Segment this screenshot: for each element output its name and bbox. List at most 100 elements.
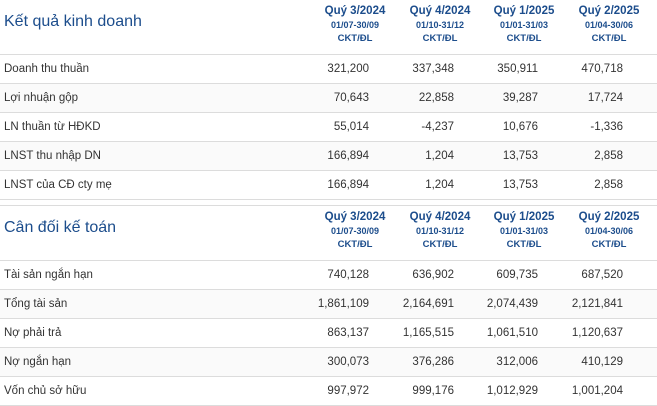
column-header-q3[interactable]: Quý 1/2025 01/01-31/03 CKT/ĐL <box>481 4 567 46</box>
cell-value: 470,718 <box>581 63 623 75</box>
cell-value: 1,204 <box>425 150 454 162</box>
table-row: LN thuần từ HĐKD 55,014 -4,237 10,676 -1… <box>0 113 657 142</box>
balance-sheet-rows: Tài sản ngắn hạn 740,128 636,902 609,735… <box>0 261 657 406</box>
income-statement-title[interactable]: Kết quả kinh doanh <box>4 13 142 30</box>
audit-unit: CKT/ĐL <box>591 239 627 250</box>
quarter-label: Quý 1/2025 <box>493 5 555 17</box>
table-row: Tài sản ngắn hạn 740,128 636,902 609,735… <box>0 261 657 290</box>
table-row: Nợ ngắn hạn 300,073 376,286 312,006 410,… <box>0 348 657 377</box>
quarter-label: Quý 2/2025 <box>578 5 640 17</box>
cell-value: 636,902 <box>412 269 454 281</box>
cell-value: 13,753 <box>502 150 538 162</box>
date-range: 01/04-30/06 <box>584 226 634 236</box>
date-range: 01/07-30/09 <box>330 20 380 30</box>
audit-unit: CKT/ĐL <box>422 33 458 44</box>
date-range: 01/10-31/12 <box>415 20 465 30</box>
income-statement-header: Kết quả kinh doanh Quý 3/2024 01/07-30/0… <box>0 0 657 55</box>
cell-value: -1,336 <box>590 121 623 133</box>
cell-value: 13,753 <box>502 179 538 191</box>
balance-sheet-header: Cân đối kế toán Quý 3/2024 01/07-30/09 C… <box>0 206 657 261</box>
column-header-q2[interactable]: Quý 4/2024 01/10-31/12 CKT/ĐL <box>397 210 483 252</box>
audit-unit: CKT/ĐL <box>422 239 458 250</box>
audit-unit: CKT/ĐL <box>337 239 373 250</box>
row-label: LN thuần từ HĐKD <box>4 121 101 133</box>
column-header-q3[interactable]: Quý 1/2025 01/01-31/03 CKT/ĐL <box>481 210 567 252</box>
cell-value: 1,165,515 <box>402 327 454 339</box>
table-row: Tổng tài sản 1,861,109 2,164,691 2,074,4… <box>0 290 657 319</box>
date-range: 01/10-31/12 <box>415 226 465 236</box>
cell-value: 321,200 <box>327 63 369 75</box>
income-statement-table: Kết quả kinh doanh Quý 3/2024 01/07-30/0… <box>0 0 657 200</box>
table-row: LNST thu nhập DN 166,894 1,204 13,753 2,… <box>0 142 657 171</box>
cell-value: 999,176 <box>412 385 454 397</box>
cell-value: 1,061,510 <box>486 327 538 339</box>
cell-value: 2,858 <box>594 150 623 162</box>
table-row: Nợ phải trả 863,137 1,165,515 1,061,510 … <box>0 319 657 348</box>
column-header-q1[interactable]: Quý 3/2024 01/07-30/09 CKT/ĐL <box>312 210 398 252</box>
row-label: Nợ ngắn hạn <box>4 356 72 368</box>
row-label: Doanh thu thuần <box>4 63 90 75</box>
cell-value: 2,121,841 <box>571 298 623 310</box>
column-header-q4[interactable]: Quý 2/2025 01/04-30/06 CKT/ĐL <box>566 210 652 252</box>
cell-value: 17,724 <box>587 92 623 104</box>
balance-sheet-table: Cân đối kế toán Quý 3/2024 01/07-30/09 C… <box>0 206 657 406</box>
table-row: Lợi nhuận gộp 70,643 22,858 39,287 17,72… <box>0 84 657 113</box>
date-range: 01/01-31/03 <box>499 20 549 30</box>
row-label: Tài sản ngắn hạn <box>4 269 93 281</box>
quarter-label: Quý 1/2025 <box>493 211 555 223</box>
cell-value: 609,735 <box>496 269 538 281</box>
audit-unit: CKT/ĐL <box>506 33 542 44</box>
quarter-label: Quý 4/2024 <box>409 5 471 17</box>
quarter-label: Quý 2/2025 <box>578 211 640 223</box>
quarter-label: Quý 3/2024 <box>324 5 386 17</box>
table-row: Vốn chủ sở hữu 997,972 999,176 1,012,929… <box>0 377 657 406</box>
cell-value: 2,858 <box>594 179 623 191</box>
cell-value: 740,128 <box>327 269 369 281</box>
column-header-q4[interactable]: Quý 2/2025 01/04-30/06 CKT/ĐL <box>566 4 652 46</box>
cell-value: 22,858 <box>418 92 454 104</box>
table-row: Doanh thu thuần 321,200 337,348 350,911 … <box>0 55 657 84</box>
cell-value: 1,861,109 <box>317 298 369 310</box>
row-label: LNST của CĐ cty mẹ <box>4 179 112 191</box>
balance-sheet-title[interactable]: Cân đối kế toán <box>4 219 117 236</box>
cell-value: 863,137 <box>327 327 369 339</box>
section-divider <box>0 200 657 206</box>
date-range: 01/04-30/06 <box>584 20 634 30</box>
cell-value: 687,520 <box>581 269 623 281</box>
cell-value: 166,894 <box>327 150 369 162</box>
cell-value: 55,014 <box>333 121 369 133</box>
table-row: LNST của CĐ cty mẹ 166,894 1,204 13,753 … <box>0 171 657 200</box>
row-label: LNST thu nhập DN <box>4 150 101 162</box>
cell-value: 10,676 <box>502 121 538 133</box>
cell-value: 300,073 <box>327 356 369 368</box>
cell-value: 376,286 <box>412 356 454 368</box>
column-header-q1[interactable]: Quý 3/2024 01/07-30/09 CKT/ĐL <box>312 4 398 46</box>
cell-value: 1,120,637 <box>571 327 623 339</box>
cell-value: 1,204 <box>425 179 454 191</box>
audit-unit: CKT/ĐL <box>591 33 627 44</box>
cell-value: 2,074,439 <box>486 298 538 310</box>
quarter-label: Quý 4/2024 <box>409 211 471 223</box>
row-label: Tổng tài sản <box>4 298 68 310</box>
income-statement-rows: Doanh thu thuần 321,200 337,348 350,911 … <box>0 55 657 200</box>
cell-value: 39,287 <box>502 92 538 104</box>
cell-value: 997,972 <box>327 385 369 397</box>
cell-value: 2,164,691 <box>402 298 454 310</box>
cell-value: 70,643 <box>333 92 369 104</box>
row-label: Nợ phải trả <box>4 327 62 339</box>
audit-unit: CKT/ĐL <box>337 33 373 44</box>
cell-value: 337,348 <box>412 63 454 75</box>
row-label: Lợi nhuận gộp <box>4 92 79 104</box>
cell-value: 350,911 <box>497 63 538 75</box>
date-range: 01/01-31/03 <box>499 226 549 236</box>
cell-value: -4,237 <box>421 121 454 133</box>
cell-value: 1,012,929 <box>486 385 538 397</box>
quarter-label: Quý 3/2024 <box>324 211 386 223</box>
date-range: 01/07-30/09 <box>330 226 380 236</box>
cell-value: 166,894 <box>327 179 369 191</box>
cell-value: 410,129 <box>581 356 623 368</box>
row-label: Vốn chủ sở hữu <box>4 385 87 397</box>
column-header-q2[interactable]: Quý 4/2024 01/10-31/12 CKT/ĐL <box>397 4 483 46</box>
audit-unit: CKT/ĐL <box>506 239 542 250</box>
cell-value: 1,001,204 <box>571 385 623 397</box>
